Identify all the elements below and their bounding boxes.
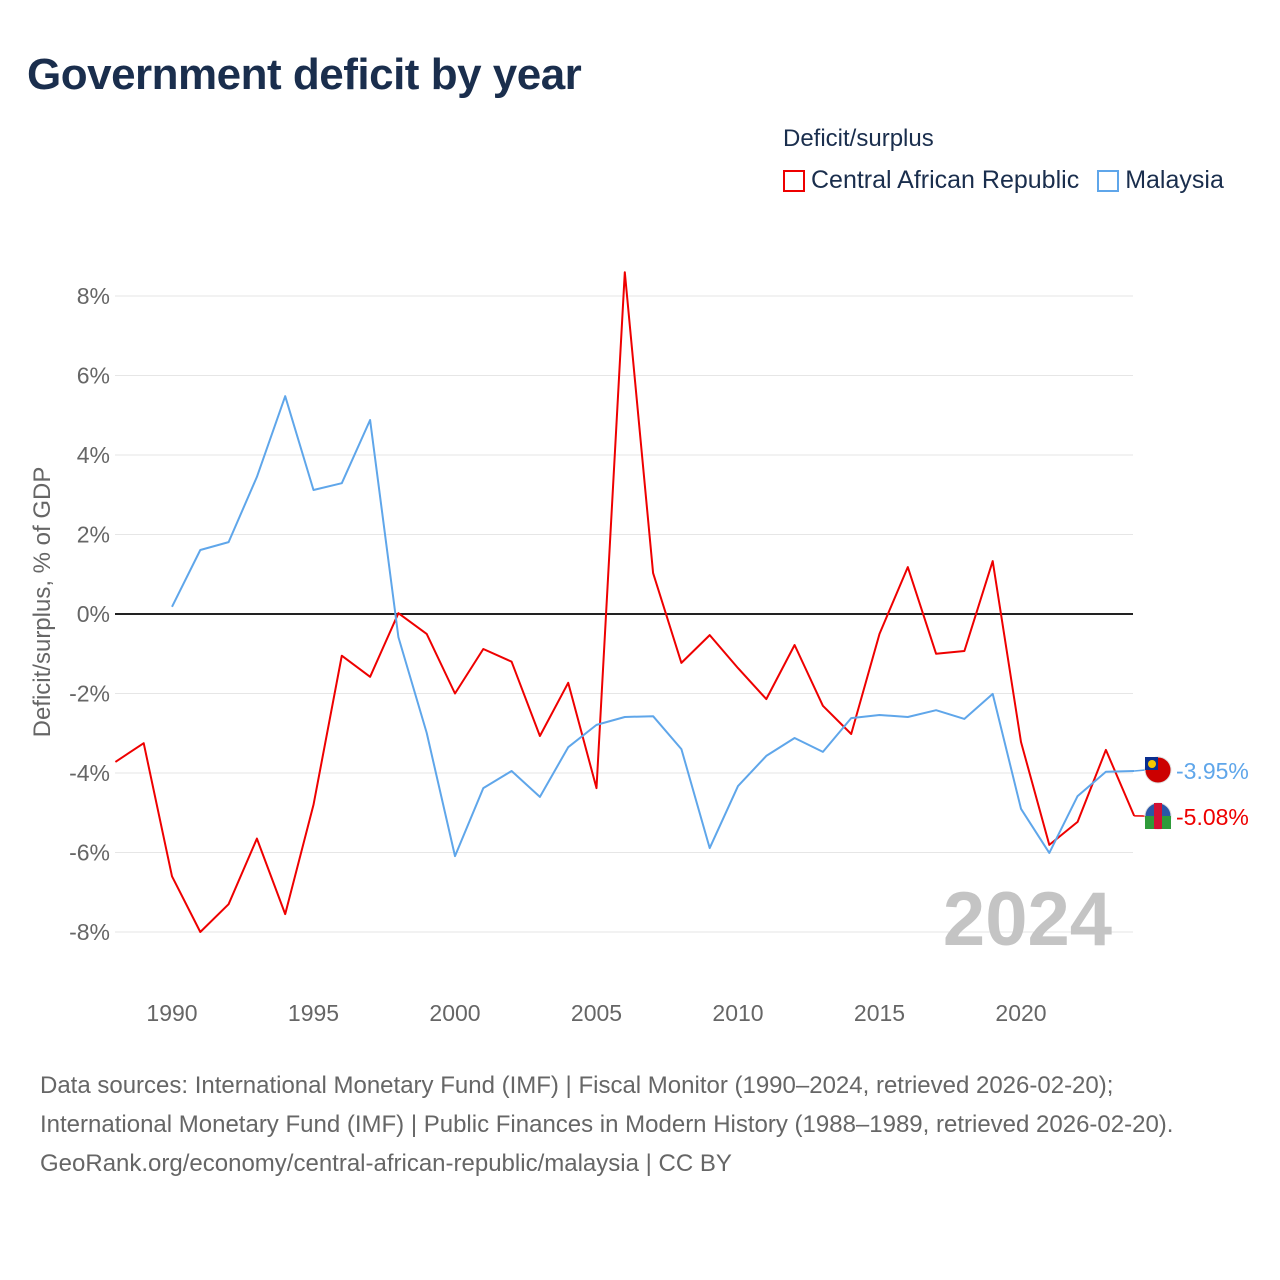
y-tick-label: -6% (69, 840, 110, 866)
flag-stripe (1154, 803, 1162, 829)
legend-item-car[interactable]: Central African Republic (783, 166, 1079, 195)
y-tick-label: 0% (77, 601, 110, 627)
legend-label: Central African Republic (811, 166, 1080, 194)
end-connector (1134, 769, 1146, 772)
year-watermark: 2024 (943, 877, 1112, 962)
attribution[interactable]: GeoRank.org/economy/central-african-repu… (40, 1150, 732, 1177)
series-line-car (114, 271, 1136, 933)
legend: Central African Republic Malaysia (783, 166, 1224, 195)
end-value-label: -5.08% (1176, 804, 1249, 830)
chart-title: Government deficit by year (27, 50, 582, 99)
legend-item-malaysia[interactable]: Malaysia (1097, 166, 1224, 195)
data-sources: Data sources: International Monetary Fun… (40, 1072, 1174, 1138)
y-tick-label: 4% (77, 442, 110, 468)
line-chart: 8% 6% 4% 2% 0% -2% -4% -6% -8% 1990 1995 2000 2005 20… (29, 271, 1249, 1026)
x-tick-label: 1995 (288, 1000, 339, 1026)
y-axis-label: Deficit/surplus, % of GDP (29, 467, 56, 738)
x-tick-label: 2015 (854, 1000, 905, 1026)
x-tick-label: 2020 (995, 1000, 1046, 1026)
y-tick-label: -2% (69, 681, 110, 707)
flag-star (1148, 760, 1156, 768)
x-tick-label: 2005 (571, 1000, 622, 1026)
legend-title: Deficit/surplus (783, 125, 934, 152)
legend-label: Malaysia (1125, 166, 1224, 194)
legend-swatch-malaysia (1097, 169, 1120, 192)
legend-swatch-car (783, 169, 805, 192)
y-tick-label: -8% (69, 919, 110, 945)
series-line-malaysia (171, 395, 1135, 858)
y-tick-label: 6% (77, 363, 110, 389)
x-tick-label: 2000 (429, 1000, 480, 1026)
end-value-label: -3.95% (1176, 758, 1249, 784)
y-tick-label: -4% (69, 760, 110, 786)
y-tick-label: 8% (77, 283, 110, 309)
x-tick-label: 1990 (146, 1000, 197, 1026)
x-tick-label: 2010 (712, 1000, 763, 1026)
y-tick-label: 2% (77, 522, 110, 548)
footer: Data sources: International Monetary Fun… (40, 1066, 1240, 1183)
